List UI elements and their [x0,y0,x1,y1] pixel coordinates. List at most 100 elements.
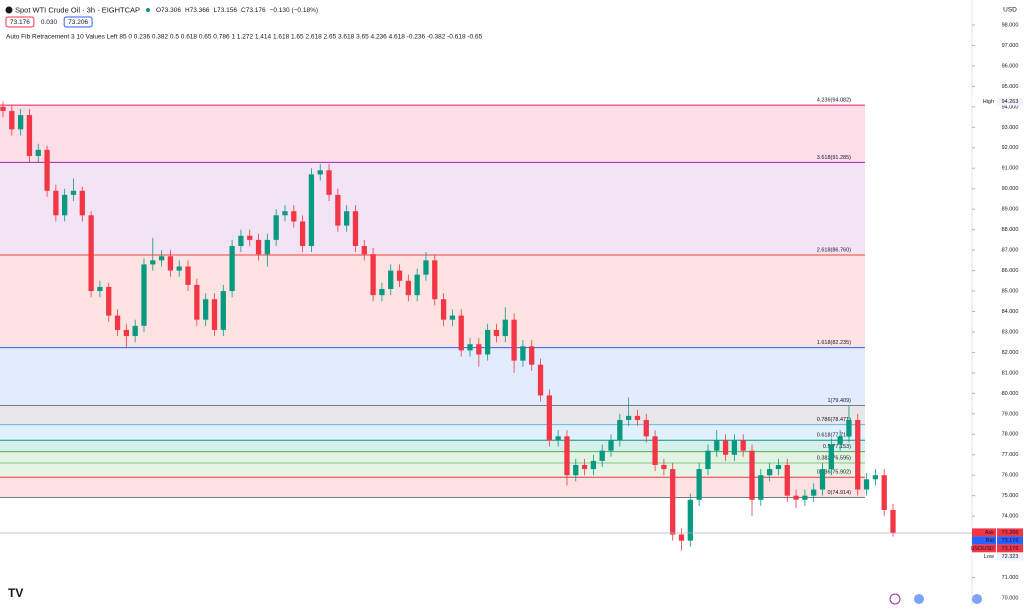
y-tick-label: 77.000 [1002,452,1019,458]
price-marker-name: High [983,99,994,105]
candle-body [476,344,482,355]
candle-body [458,315,464,351]
price-marker-box [997,528,1023,537]
quote-box [63,16,93,28]
candle-body [440,299,447,320]
y-tick-label: 79.000 [1002,411,1019,417]
y-tick-label: 92.000 [1002,145,1019,151]
candle-body [828,444,834,470]
candle-body [0,106,6,111]
y-tick-label: 93.000 [1002,125,1019,131]
candle-body [661,464,667,470]
fib-band [0,451,865,464]
candle-body [573,464,579,476]
ohlc-value: −0.130 (−0.18%) [270,7,318,14]
candle-body [17,115,24,130]
candle-body [678,534,685,541]
fib-band [0,440,865,452]
candle-body [405,280,411,296]
y-tick-label: 91.000 [1002,166,1019,172]
candle-body [546,395,552,441]
candle-body [758,475,764,500]
candle-body [352,211,359,247]
candle-body [326,170,332,195]
y-tick-label: 78.000 [1002,432,1019,438]
price-marker-name: Bid [986,538,994,544]
price-marker-name: Low [984,554,994,560]
candle-body [335,194,341,226]
candle-body [784,464,790,496]
price-marker-box [997,536,1023,545]
price-marker-name-box [972,97,996,106]
candle-body [626,415,632,420]
candle-body [255,239,262,255]
fib-band [0,347,865,406]
y-tick-label: 88.000 [1002,227,1019,233]
y-tick-label: 75.000 [1002,493,1019,499]
ohlc-value: L73.156 [214,7,238,14]
candle-body [775,464,782,470]
candle-body [485,329,491,355]
candle-body [388,270,394,289]
candle-body [106,286,112,316]
y-tick-label: 81.000 [1002,370,1019,376]
ohlc-row: O73.306 H73.366 L73.156 C73.176 −0.130 (−0.1… [156,7,318,14]
candle-body [62,194,68,216]
y-tick-label: 86.000 [1002,268,1019,274]
candle-body [211,299,218,330]
y-tick-label: 83.000 [1002,329,1019,335]
candle-body [511,319,517,361]
fib-label: 0.5(77.153) [823,444,851,450]
price-marker-value: 94.263 [1002,99,1019,105]
candle-body [696,469,702,500]
y-tick-label: 71.000 [1002,575,1019,581]
quote-value: 73.176 [10,19,30,26]
candle-body [714,440,720,451]
price-marker-value: 73.176 [1002,538,1019,544]
y-tick-label: 96.000 [1002,63,1019,69]
candle-body [643,419,649,437]
fib-label: 1(79.409) [827,398,851,404]
candle-body [449,315,456,320]
candle-body [793,495,799,500]
candle-body [608,440,614,451]
candle-body [291,211,297,222]
symbol-icon [5,6,13,14]
candle-body [229,246,235,292]
plot-area: 4.236(94.082) 3.618(91.285) 2.618(86.760) 1… [0,98,896,551]
candle-body [247,235,253,240]
candle-body [423,260,429,275]
fib-label: 3.618(91.285) [817,155,851,161]
status-dot [146,8,150,12]
y-tick-label: 84.000 [1002,309,1019,315]
candle-body [282,211,288,216]
quote-row: 73.176 0.030 73.206 [5,16,93,28]
currency-label: USD [1003,7,1017,14]
candle-body [123,329,130,337]
price-marker-box [997,97,1023,106]
fib-band [0,463,865,478]
fib-band [0,477,865,498]
candle-body [705,450,711,470]
price-marker-name: USOUSD [970,546,994,552]
fib-label: 1.618(82.235) [817,340,851,346]
candle-body [194,284,200,320]
y-tick-label: 89.000 [1002,207,1019,213]
candle-body [264,239,270,255]
price-marker-value: 73.176 [1002,546,1019,552]
candle-body [802,495,808,500]
fib-band [0,105,865,163]
fib-label: 0.786(78.471) [817,417,851,423]
fib-label: 0.618(77.710) [817,433,851,439]
candle-body [361,246,367,255]
candle-body [555,436,561,441]
candle-body [150,260,156,265]
candle-body [370,254,376,296]
candle-body [467,344,473,351]
y-tick-label: 87.000 [1002,248,1019,254]
quote-value: 0.030 [41,19,58,26]
candle-body [529,346,535,365]
icon [889,593,901,605]
price-marker-name-box [972,552,996,561]
